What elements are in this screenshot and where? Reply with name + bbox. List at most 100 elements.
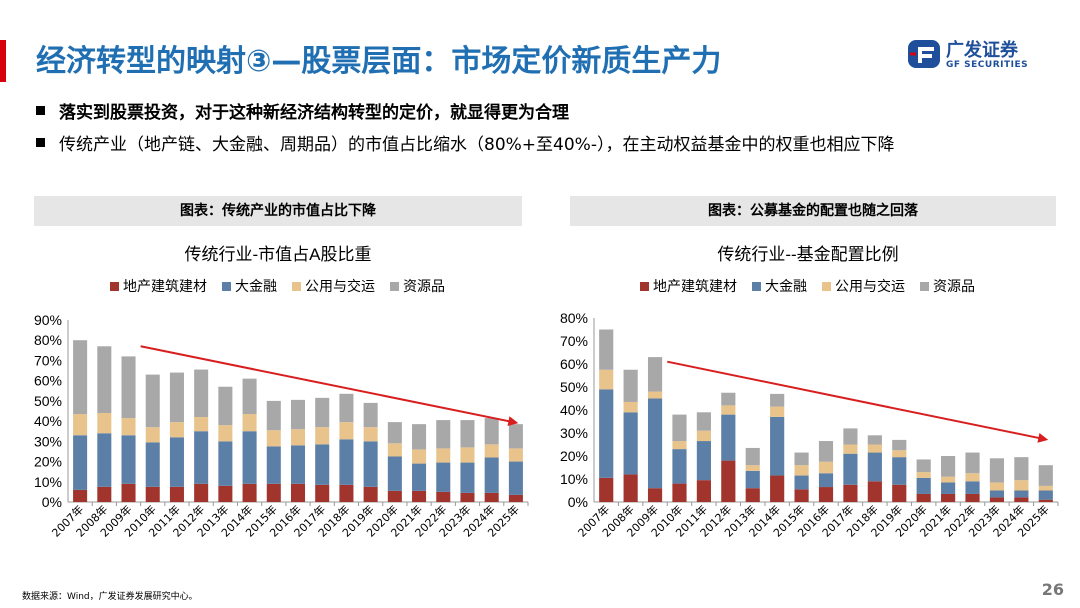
bar-segment	[794, 465, 809, 476]
bullet-2: 传统产业（地产链、大金融、周期品）的市值占比缩水（80%+至40%-），在主动权…	[36, 130, 894, 155]
legend-label-4: 资源品	[933, 279, 975, 295]
bar-segment	[290, 429, 306, 446]
bar-segment	[721, 460, 736, 502]
y-tick-label: 30%	[34, 433, 62, 449]
bar-segment	[721, 392, 736, 406]
bar-segment	[169, 486, 184, 502]
trend-arrow-head	[507, 416, 519, 427]
bar-segment	[121, 356, 136, 419]
bar-segment	[989, 458, 1005, 483]
chart-title: 传统行业-市值占A股比重	[185, 245, 372, 264]
bar-segment	[412, 463, 427, 491]
bar-segment	[387, 422, 402, 444]
bar-segment	[941, 482, 956, 494]
bar-segment	[315, 444, 330, 485]
page-number: 26	[1041, 580, 1064, 599]
bar-segment	[1038, 499, 1053, 502]
bar-segment	[194, 369, 209, 418]
bar-segment	[843, 484, 858, 502]
bar-segment	[745, 488, 760, 502]
bar-segment	[242, 483, 257, 502]
bar-segment	[623, 369, 638, 402]
bar-segment	[770, 475, 785, 502]
bar-segment	[169, 422, 184, 438]
bar-segment	[460, 420, 475, 448]
legend-swatch-4	[920, 282, 929, 291]
bar-segment	[892, 439, 907, 451]
bar-segment	[892, 450, 907, 458]
bar-segment	[339, 422, 354, 440]
logo-en-text: GF SECURITIES	[946, 60, 1029, 70]
trend-arrow-head	[1037, 432, 1049, 443]
bar-segment	[770, 393, 785, 407]
y-tick-label: 80%	[560, 310, 588, 326]
bar-segment	[460, 462, 475, 493]
bar-segment	[916, 459, 931, 473]
bar-segment	[892, 484, 907, 502]
bar-segment	[965, 452, 980, 474]
bar-segment	[941, 456, 956, 477]
trend-arrow-line	[667, 360, 1043, 440]
bar-segment	[266, 430, 281, 447]
bar-segment	[623, 474, 638, 502]
legend-swatch-1	[110, 282, 119, 291]
bar-segment	[242, 414, 257, 432]
bar-segment	[97, 346, 112, 414]
legend-swatch-3	[822, 282, 831, 291]
bar-segment	[121, 483, 136, 502]
bar-segment	[315, 397, 330, 428]
bar-segment	[965, 473, 980, 482]
bar-segment	[436, 448, 451, 463]
y-tick-label: 40%	[34, 413, 62, 429]
bar-segment	[266, 446, 281, 484]
bar-segment	[818, 441, 834, 462]
bar-segment	[1038, 490, 1053, 500]
bar-segment	[218, 425, 233, 442]
y-tick-label: 20%	[34, 454, 62, 470]
legend-swatch-4	[390, 282, 399, 291]
bar-segment	[623, 401, 638, 413]
trend-arrow-line	[140, 345, 513, 423]
legend-swatch-2	[222, 282, 231, 291]
bar-segment	[696, 412, 711, 431]
bar-segment	[647, 391, 663, 399]
bar-segment	[484, 444, 499, 458]
bar-segment	[1038, 465, 1053, 486]
bar-segment	[892, 457, 907, 485]
bar-segment	[218, 386, 233, 426]
bar-segment	[242, 378, 257, 415]
bar-segment	[696, 480, 711, 502]
bar-segment	[1038, 485, 1053, 491]
chart-title: 传统行业--基金配置比例	[717, 245, 898, 264]
bar-segment	[412, 490, 427, 502]
bar-segment	[745, 447, 760, 466]
bar-segment	[770, 406, 785, 417]
bar-segment	[290, 445, 306, 484]
bar-segment	[121, 435, 136, 484]
bar-segment	[145, 486, 160, 502]
bar-segment	[843, 428, 858, 445]
bar-segment	[121, 418, 136, 436]
bar-segment	[97, 413, 112, 434]
legend-swatch-3	[292, 282, 301, 291]
legend-label-1: 地产建筑建材	[653, 279, 737, 295]
bar-segment	[363, 427, 378, 442]
bar-segment	[194, 483, 209, 502]
bar-segment	[73, 489, 88, 502]
bar-segment	[363, 402, 378, 428]
bar-segment	[867, 444, 882, 453]
bar-segment	[363, 441, 378, 487]
bar-segment	[169, 372, 184, 423]
bar-segment	[484, 418, 499, 445]
bar-segment	[672, 414, 687, 442]
legend-label-4: 资源品	[403, 279, 445, 295]
bar-segment	[1014, 490, 1029, 498]
y-tick-label: 60%	[34, 373, 62, 389]
bar-segment	[73, 340, 88, 415]
bar-segment	[1014, 497, 1029, 502]
gf-logo-icon	[908, 40, 940, 68]
bar-segment	[436, 491, 451, 502]
bullet-square-icon	[36, 138, 45, 147]
bar-segment	[916, 472, 931, 478]
